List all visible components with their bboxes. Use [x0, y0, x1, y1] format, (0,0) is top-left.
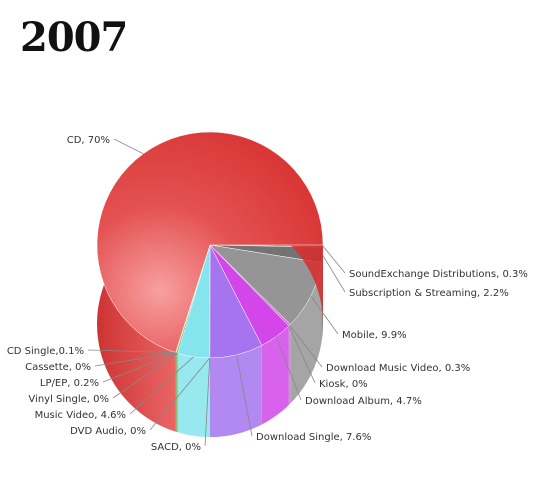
leader-line-download-music-video	[289, 324, 323, 368]
leader-line-music-video	[129, 356, 194, 415]
slice-label-music-video: Music Video, 4.6%	[35, 410, 126, 421]
slice-label-dvd-audio: DVD Audio, 0%	[70, 426, 146, 437]
leader-line-dvd-audio	[149, 357, 211, 431]
slice-label-mobile: Mobile, 9.9%	[342, 330, 407, 341]
leader-line-cassette	[94, 352, 177, 367]
leader-line-download-album	[275, 336, 302, 401]
slice-label-download-music-video: Download Music Video, 0.3%	[326, 363, 470, 374]
pie-slice-music-video	[177, 244, 211, 438]
pie-slice-download-single	[209, 244, 263, 438]
leader-line-subscription-streaming	[322, 254, 346, 293]
slice-label-cd: CD, 70%	[67, 135, 110, 146]
chart-title: 2007	[20, 14, 128, 61]
leader-line-cd	[113, 138, 144, 155]
slice-label-soundexchange-distributions: SoundExchange Distributions, 0.3%	[349, 269, 528, 280]
leader-line-vinyl-single	[112, 352, 178, 399]
slice-label-sacd: SACD, 0%	[151, 442, 201, 453]
slice-label-cd-single: CD Single,0.1%	[7, 346, 84, 357]
leader-line-mobile	[310, 295, 339, 335]
leader-line-sacd	[204, 357, 211, 447]
slice-label-download-album: Download Album, 4.7%	[305, 396, 422, 407]
slice-label-vinyl-single: Vinyl Single, 0%	[28, 394, 109, 405]
slice-label-subscription-streaming: Subscription & Streaming, 2.2%	[349, 288, 509, 299]
leader-line-download-single	[236, 354, 253, 437]
leader-line-soundexchange-distributions	[322, 245, 346, 274]
slice-label-cassette: Cassette, 0%	[25, 362, 91, 373]
slice-label-lp-ep: LP/EP, 0.2%	[40, 378, 99, 389]
slice-label-download-single: Download Single, 7.6%	[256, 432, 371, 443]
slice-label-kiosk: Kiosk, 0%	[319, 379, 368, 390]
leader-line-lp-ep	[102, 352, 178, 383]
leader-line-cd-single	[87, 349, 176, 354]
leader-line-kiosk	[288, 325, 316, 384]
